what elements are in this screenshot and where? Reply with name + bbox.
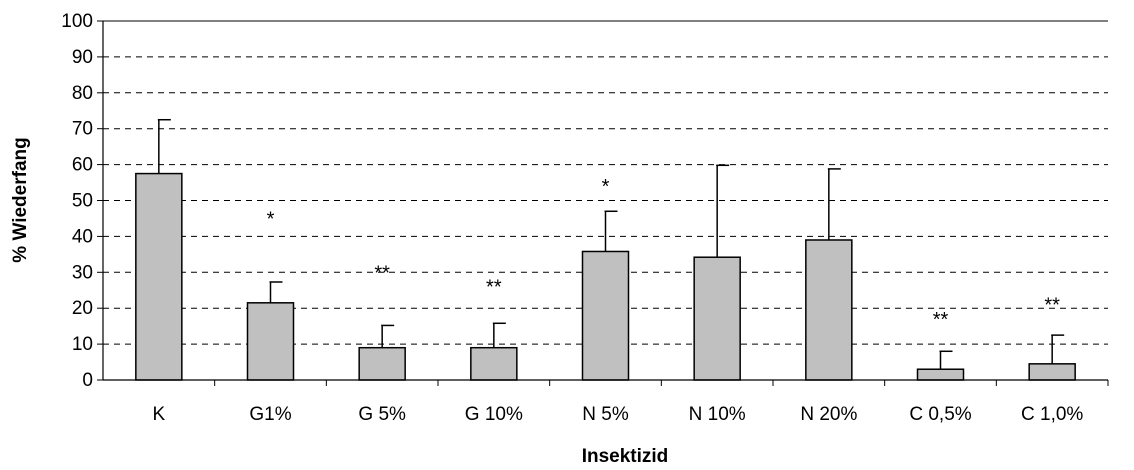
significance-mark: *	[602, 176, 610, 198]
significance-mark: **	[486, 277, 502, 299]
x-tick-label: G 5%	[358, 404, 406, 425]
bar	[805, 239, 853, 381]
x-tick-label: C 0,5%	[909, 404, 971, 425]
y-axis-title: % Wiederfang	[10, 137, 31, 262]
y-tick-label: 70	[72, 119, 93, 140]
bars	[135, 172, 1076, 381]
gridlines	[103, 20, 1108, 345]
y-tick-label: 30	[72, 262, 93, 283]
bar	[135, 172, 183, 381]
x-axis-title: Insektizid	[582, 446, 669, 467]
y-tick-label: 80	[72, 83, 93, 104]
bar	[246, 302, 295, 381]
significance-mark: **	[374, 262, 390, 284]
x-tick-label: C 1,0%	[1021, 404, 1083, 425]
x-tick-label: N 20%	[800, 404, 857, 425]
y-tick-label: 60	[72, 155, 93, 176]
y-tick-label: 10	[72, 334, 93, 355]
y-tick-labels: 0 10 20 30 40 50 60 70 80 90 100	[61, 11, 93, 391]
y-tick-label: 100	[61, 11, 93, 32]
x-tick-label: G 10%	[465, 404, 523, 425]
bar	[358, 346, 406, 381]
significance-mark: **	[933, 309, 949, 331]
bar	[693, 256, 741, 381]
significance-mark: **	[1044, 295, 1060, 317]
axes	[97, 20, 1109, 386]
x-tick-labels: K G1% G 5% G 10% N 5% N 10% N 20% C 0,5% C 1,0%	[152, 404, 1083, 425]
y-tick-label: 20	[72, 298, 93, 319]
significance-annotations: **********	[267, 176, 1061, 331]
bar	[470, 346, 518, 381]
x-tick-label: G1%	[249, 404, 291, 425]
bar	[1028, 363, 1076, 381]
y-tick-label: 50	[72, 191, 93, 212]
x-tick-label: K	[152, 404, 165, 425]
y-tick-label: 40	[72, 226, 93, 247]
y-tick-label: 0	[82, 370, 93, 391]
significance-mark: *	[267, 208, 275, 230]
x-tick-label: N 10%	[689, 404, 746, 425]
x-tick-label: N 5%	[582, 404, 629, 425]
bar	[581, 250, 630, 381]
error-bars	[157, 118, 1065, 370]
y-tick-label: 90	[72, 47, 93, 68]
bar	[916, 368, 965, 381]
